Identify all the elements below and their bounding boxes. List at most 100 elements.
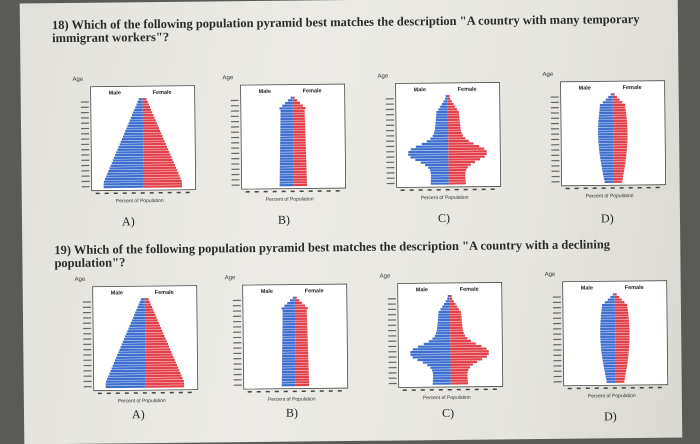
male-bar — [441, 102, 448, 106]
male-bar — [599, 154, 614, 157]
female-bar — [142, 103, 149, 106]
age-tick — [231, 173, 240, 176]
male-bar — [111, 161, 144, 165]
x-tick — [131, 192, 136, 194]
male-bar — [280, 149, 294, 152]
question-18-text: Which of the following population pyrami… — [52, 11, 640, 46]
female-bar — [448, 147, 485, 151]
female-bar — [145, 364, 177, 367]
female-bar — [293, 181, 307, 184]
x-tick — [483, 388, 488, 391]
x-tick — [167, 191, 172, 194]
age-tick — [553, 375, 562, 378]
age-tick — [385, 98, 394, 100]
pyramid-graphic: Age Male Female Percent of Population — [545, 272, 669, 400]
age-tick — [551, 128, 560, 130]
female-label: Female — [460, 287, 479, 293]
female-bar — [145, 371, 181, 375]
male-bar — [600, 332, 616, 336]
female-bar — [294, 309, 307, 313]
x-axis-label: Percent of Population — [588, 393, 636, 400]
male-bar — [281, 381, 296, 384]
age-tick — [550, 122, 560, 125]
question-19: 19) Which of the following population py… — [54, 237, 654, 270]
female-bar — [293, 130, 306, 134]
age-tick — [232, 305, 241, 307]
female-bar — [450, 326, 463, 329]
male-bar — [600, 319, 616, 323]
age-tick — [551, 165, 560, 167]
x-tick — [308, 190, 313, 192]
female-bar — [613, 167, 625, 170]
age-tick — [233, 384, 242, 386]
age-label: Age — [377, 74, 388, 80]
male-bar — [426, 139, 449, 143]
age-tick — [233, 336, 242, 339]
age-tick — [233, 320, 242, 323]
female-bar — [145, 385, 185, 388]
male-bar — [112, 159, 144, 162]
female-bar — [613, 153, 627, 157]
male-bar — [279, 107, 293, 110]
female-bar — [448, 129, 461, 132]
male-bar — [280, 144, 294, 147]
x-tick — [474, 388, 479, 391]
female-bar — [295, 346, 308, 350]
male-bar — [109, 372, 146, 375]
x-tick — [420, 389, 425, 391]
pyramid-graphic: Age Male Female Percent of Population — [542, 72, 667, 200]
female-bar — [614, 298, 622, 301]
male-bar — [282, 320, 296, 323]
female-bar — [295, 365, 309, 368]
female-bar — [450, 331, 464, 335]
male-bar — [600, 159, 614, 162]
age-tick — [233, 363, 242, 365]
female-bar — [613, 127, 628, 130]
male-bar — [279, 165, 294, 168]
female-bar — [294, 307, 308, 310]
age-tick — [553, 349, 562, 351]
male-bar — [420, 161, 449, 164]
age-label: Age — [545, 272, 556, 278]
x-tick — [176, 191, 181, 194]
x-tick — [151, 392, 156, 394]
male-bar — [415, 158, 449, 162]
female-bar — [144, 313, 156, 317]
male-bar — [436, 332, 451, 335]
x-tick — [124, 392, 129, 394]
age-tick — [551, 144, 560, 146]
age-tick — [83, 375, 92, 377]
male-bar — [598, 130, 614, 133]
female-label: Female — [623, 85, 642, 91]
age-tick — [387, 314, 396, 316]
age-tick — [553, 344, 562, 346]
age-tick — [552, 307, 561, 309]
x-axis-label: Percent of Population — [586, 193, 634, 200]
x-tick — [326, 190, 331, 192]
x-tick — [463, 188, 468, 191]
male-bar — [131, 319, 146, 322]
age-tick — [81, 138, 90, 140]
female-bar — [615, 335, 630, 338]
female-bar — [613, 156, 627, 160]
x-tick — [187, 391, 192, 394]
female-bar — [143, 137, 164, 141]
female-bar — [613, 177, 623, 181]
age-tick — [230, 110, 239, 112]
age-tick — [387, 298, 396, 300]
male-bar — [447, 294, 450, 298]
x-tick — [178, 391, 183, 394]
male-bar — [280, 128, 294, 131]
female-bar — [143, 135, 163, 138]
x-tick — [113, 192, 118, 194]
female-bar — [294, 301, 303, 305]
x-tick — [465, 388, 470, 391]
x-axis-label: Percent of Population — [423, 395, 471, 402]
female-bar — [614, 301, 625, 304]
age-tick — [230, 99, 239, 102]
female-bar — [143, 158, 173, 162]
female-bar — [292, 122, 306, 126]
male-bar — [118, 145, 144, 149]
female-bar — [294, 304, 305, 307]
x-tick — [418, 189, 423, 191]
